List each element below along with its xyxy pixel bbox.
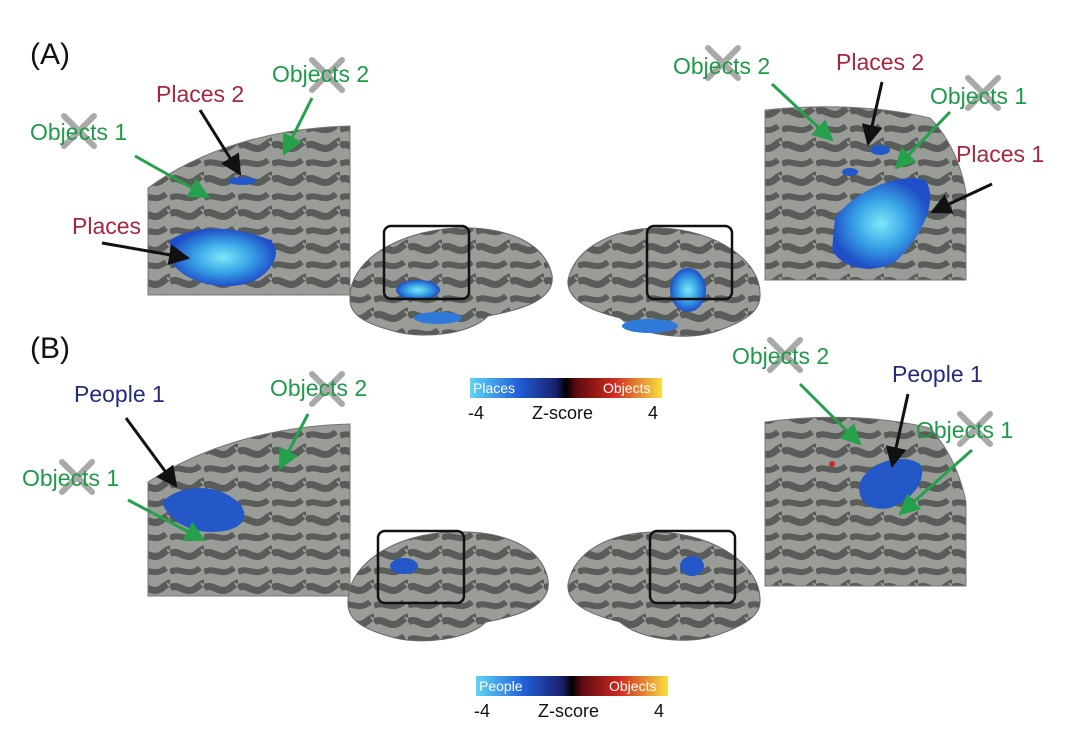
panel-b-left-brain <box>347 529 549 642</box>
panel-a-right-brain <box>567 224 761 337</box>
colorbar-b: People Objects -4 Z-score 4 <box>474 676 668 721</box>
colorbar-a-title: Z-score <box>532 403 593 423</box>
colorbar-a-max: 4 <box>648 403 658 423</box>
zoom-box-a-right <box>645 224 734 301</box>
panel-label-b: (B) <box>30 332 70 365</box>
x-mark-a-left-objects1 <box>61 113 97 149</box>
x-mark-b-right-objects2 <box>767 337 803 373</box>
colorbar-b-max: 4 <box>654 701 664 721</box>
x-mark-b-left-objects2 <box>309 371 345 407</box>
label-a-right-objects2: Objects 2 <box>673 53 770 79</box>
label-a-right-objects1: Objects 1 <box>930 83 1027 109</box>
colorbar-a: Places Objects -4 Z-score 4 <box>468 378 662 423</box>
panel-b-left-zoom <box>147 423 351 597</box>
label-b-left-people1: People 1 <box>74 381 165 407</box>
arrow-a-right-objects1 <box>894 110 952 170</box>
places-activation-a-right <box>832 178 931 269</box>
arrow-b-left-objects1 <box>127 498 206 542</box>
panel-a-right-zoom <box>764 106 967 281</box>
arrow-b-left-people1 <box>124 417 178 488</box>
x-mark-b-right-objects1 <box>957 411 993 447</box>
x-mark-a-right-objects2 <box>705 45 741 81</box>
colorbar-b-left-label: People <box>479 678 523 694</box>
label-a-right-places2: Places 2 <box>836 49 924 75</box>
label-a-left-objects2: Objects 2 <box>272 61 369 87</box>
arrow-a-left-places2 <box>198 109 242 176</box>
places2-activation-a-left <box>228 177 256 185</box>
arrow-a-left-places <box>101 241 191 266</box>
arrow-a-right-places2 <box>861 81 884 147</box>
label-b-left-objects1: Objects 1 <box>22 465 119 491</box>
colorbar-b-title: Z-score <box>538 701 599 721</box>
arrow-a-left-objects2 <box>282 97 314 156</box>
label-b-right-people1: People 1 <box>892 361 983 387</box>
label-a-right-places1: Places 1 <box>956 141 1044 167</box>
arrow-b-right-objects1 <box>898 448 973 516</box>
places2-activation-a-right <box>870 145 890 155</box>
x-mark-b-left-objects1 <box>59 459 95 495</box>
colorbar-a-right-label: Objects <box>603 380 650 396</box>
arrow-b-right-people1 <box>885 393 910 469</box>
colorbar-a-left-label: Places <box>473 380 515 396</box>
zoom-box-b-right <box>648 529 737 605</box>
colorbar-b-right-label: Objects <box>609 678 656 694</box>
label-b-right-objects2: Objects 2 <box>732 343 829 369</box>
arrow-b-left-objects2 <box>278 413 310 470</box>
panel-a-left-brain <box>349 224 553 336</box>
label-a-left-places: Places <box>72 213 141 239</box>
colorbar-a-min: -4 <box>468 403 484 423</box>
panel-a-left-zoom <box>147 125 351 296</box>
arrow-b-right-objects2 <box>798 382 862 446</box>
x-mark-a-left-objects2 <box>309 57 345 93</box>
label-b-right-objects1: Objects 1 <box>916 417 1013 443</box>
panel-b-right-brain <box>567 529 761 641</box>
arrow-a-right-objects2 <box>770 82 834 142</box>
zoom-box-a-left <box>382 224 471 301</box>
colorbar-b-gradient <box>476 676 668 696</box>
colorbar-a-gradient <box>470 378 662 398</box>
label-a-left-objects1: Objects 1 <box>30 119 127 145</box>
arrow-a-left-objects1 <box>134 154 210 199</box>
places-activation-a-left <box>170 228 276 287</box>
arrow-a-right-places1 <box>930 182 993 214</box>
label-b-left-objects2: Objects 2 <box>270 375 367 401</box>
people-activation-b-left <box>162 488 245 532</box>
zoom-box-b-left <box>376 529 466 605</box>
x-mark-a-right-objects1 <box>965 75 1001 111</box>
colorbar-b-min: -4 <box>474 701 490 721</box>
label-a-left-places2: Places 2 <box>156 81 244 107</box>
panel-label-a: (A) <box>30 38 70 71</box>
